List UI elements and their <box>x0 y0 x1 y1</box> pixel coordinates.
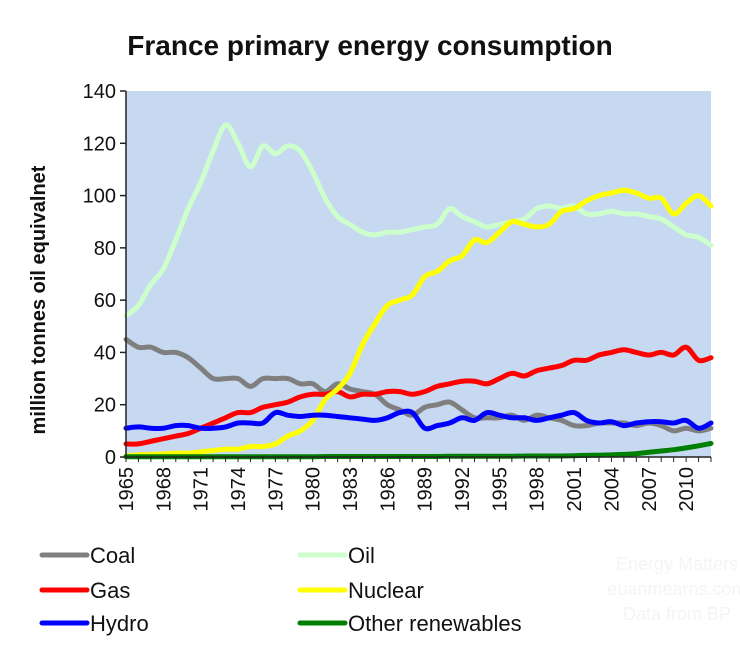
series-line-nuclear <box>123 187 714 459</box>
series-line-hydro <box>123 408 714 432</box>
y-tick-label: 80 <box>94 238 116 260</box>
credits: Energy Matters euanmearns.com Data from … <box>607 554 740 624</box>
legend-label-coal: Coal <box>90 543 135 568</box>
y-tick-label: 60 <box>94 290 116 312</box>
legend-label-other-renewables: Other renewables <box>348 611 522 636</box>
chart-title: France primary energy consumption <box>127 30 612 61</box>
y-ticks: 0 20 40 60 80 100 120 140 <box>83 81 126 469</box>
y-tick-label: 0 <box>105 447 116 469</box>
y-tick-label: 20 <box>94 395 116 417</box>
x-tick-label: 2001 <box>564 467 586 512</box>
x-tick-label: 2010 <box>676 467 698 512</box>
x-tick-label: 1998 <box>527 467 549 512</box>
series-line-gas <box>123 344 714 447</box>
x-tick-label: 2004 <box>601 467 623 512</box>
x-tick-label: 1992 <box>452 467 474 512</box>
x-tick-label: 1989 <box>415 467 437 512</box>
legend: Coal Oil Gas Nuclear Hydro Other renewables <box>39 543 522 636</box>
x-tick-label: 2007 <box>639 467 661 512</box>
x-tick-label: 1980 <box>303 467 325 512</box>
credit-line-1: Energy Matters <box>616 554 738 574</box>
plot-area <box>126 91 711 457</box>
x-tick-label: 1968 <box>153 467 175 512</box>
y-tick-label: 100 <box>83 186 116 208</box>
x-tick-label: 1974 <box>228 467 250 512</box>
x-ticks: 1965 1968 1971 1974 1977 1980 1983 1986 1989 1992… <box>116 457 712 512</box>
y-tick-label: 140 <box>83 81 116 103</box>
series-line-oil <box>123 122 714 319</box>
x-tick-label: 1995 <box>489 467 511 512</box>
y-axis-label: million tonnes oil equivalnet <box>28 165 50 434</box>
x-tick-label: 1977 <box>265 467 287 512</box>
x-tick-label: 1983 <box>340 467 362 512</box>
credit-line-3: Data from BP <box>623 604 731 624</box>
y-tick-label: 120 <box>83 133 116 155</box>
x-tick-label: 1965 <box>116 467 138 512</box>
legend-label-oil: Oil <box>348 543 375 568</box>
legend-label-hydro: Hydro <box>90 611 149 636</box>
legend-label-gas: Gas <box>90 578 130 603</box>
y-tick-label: 40 <box>94 342 116 364</box>
legend-label-nuclear: Nuclear <box>348 578 424 603</box>
x-tick-label: 1971 <box>191 467 213 512</box>
credit-line-2: euanmearns.com <box>607 579 740 599</box>
x-tick-label: 1986 <box>377 467 399 512</box>
